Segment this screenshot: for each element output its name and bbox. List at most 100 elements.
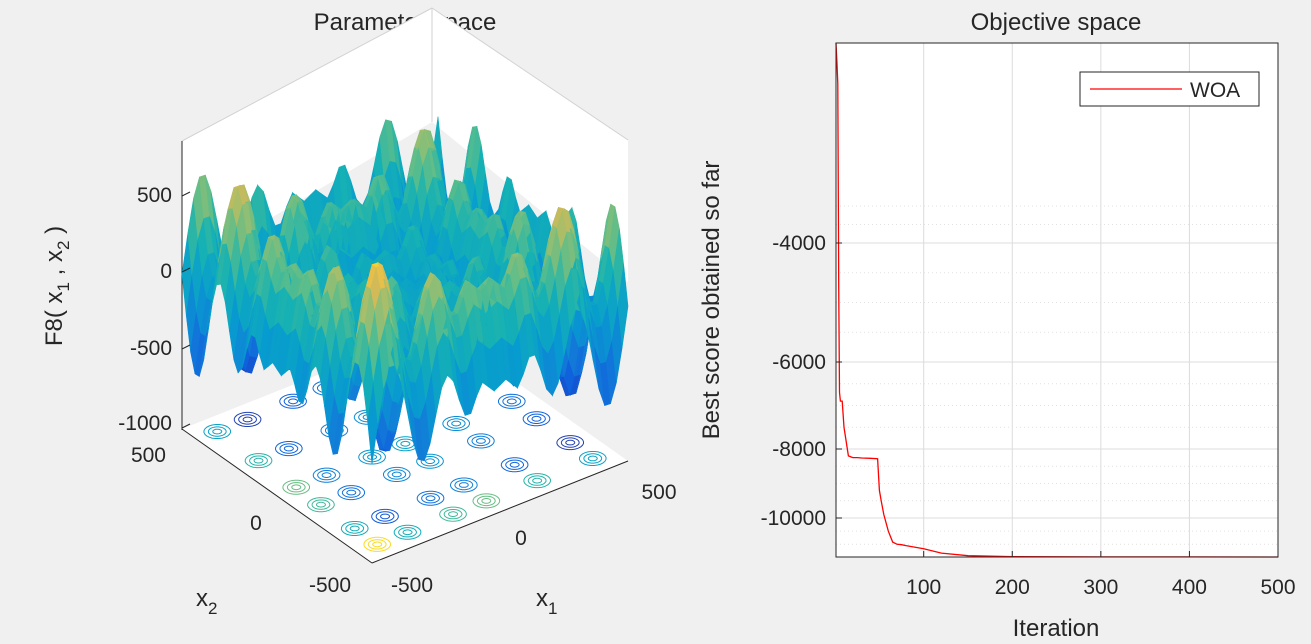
contour-line [476, 495, 496, 507]
contour-line [372, 541, 383, 548]
contour-line [363, 536, 391, 552]
contour-line [583, 453, 603, 464]
legend[interactable]: WOA [1079, 71, 1260, 107]
contour-line [279, 393, 307, 409]
contour-line [242, 416, 253, 423]
contour-line [509, 461, 520, 468]
contour-line [425, 495, 436, 502]
y-tick-label: -10000 [761, 507, 826, 530]
x1-axis-label: x1 [536, 585, 557, 618]
contour-line [472, 493, 501, 509]
contour-line [458, 482, 469, 488]
contour-line [286, 482, 306, 493]
x-tick-label: 100 [906, 576, 941, 599]
x-tick-label: 400 [1172, 576, 1207, 599]
contour-line [282, 479, 310, 495]
x2-label-base: x [196, 585, 208, 612]
contour-line [291, 484, 302, 491]
z-tick-label: 500 [137, 184, 172, 207]
contour-line [527, 413, 546, 424]
contour-line [346, 489, 357, 496]
z-label-sep: , x [41, 250, 68, 282]
contour-line [420, 456, 440, 467]
contour-line [340, 521, 369, 536]
back-pane-edge-right [431, 7, 629, 141]
objective-space-chart: Objective space 100 200 300 400 500 -4000 -60… [698, 9, 1296, 642]
y-axis-line [181, 428, 373, 564]
x2-tick-label: 500 [131, 444, 166, 467]
contour-line [416, 490, 445, 506]
contour-line [307, 497, 335, 513]
x2-axis-label: x2 [196, 585, 217, 618]
contour-line [244, 453, 273, 469]
contour-line [402, 529, 413, 536]
contour-line [311, 499, 331, 510]
surface-patch [617, 264, 629, 348]
contour-line [398, 527, 417, 538]
plot-area [836, 43, 1278, 557]
x-axis-line [371, 460, 629, 564]
contour-line [391, 471, 402, 478]
z-label-base: F8( x [41, 291, 68, 346]
x-axis-label: Iteration [1013, 615, 1100, 642]
x1-tick-label: -500 [391, 574, 433, 597]
contour-line [367, 539, 387, 550]
contour-line [253, 457, 264, 464]
z-tick-group: 500 0 -500 -1000 [118, 184, 191, 435]
contour-line [349, 525, 360, 532]
contour-line [502, 396, 522, 407]
contour-line [274, 441, 303, 457]
y-tick-label: -4000 [772, 232, 826, 255]
contour-line [451, 420, 462, 427]
back-pane-edge-left [181, 7, 433, 142]
contour-line [212, 428, 223, 435]
contour-line [448, 511, 458, 517]
y-axis-label: Best score obtained so far [698, 161, 725, 440]
contour-line [416, 453, 444, 469]
z-label-sub2: 2 [54, 241, 73, 250]
contour-line [560, 437, 580, 448]
contour-line [522, 411, 551, 427]
z-label-end: ) [41, 226, 68, 241]
z-label-sub1: 1 [54, 282, 73, 291]
contour-line [321, 472, 332, 478]
contour-line [233, 411, 262, 427]
x-ticks: 100 200 300 400 500 [906, 551, 1296, 599]
contour-line [371, 508, 399, 524]
contour-line [345, 523, 365, 534]
contour-line [523, 473, 552, 489]
z-tick-label: -1000 [118, 412, 172, 435]
contour-line [283, 445, 294, 452]
contour-line [400, 440, 411, 447]
z-tick-mark [181, 344, 191, 350]
z-tick-mark [181, 191, 191, 197]
plot-area-border [835, 42, 1279, 558]
legend-label: WOA [1190, 79, 1240, 102]
contour-line [527, 475, 547, 486]
z-tick-mark [181, 423, 191, 429]
x-tick-label: 300 [1083, 576, 1118, 599]
woa-series-line [835, 42, 1279, 558]
contour-line [387, 469, 407, 480]
contour-line [279, 443, 299, 454]
contour-line [439, 506, 467, 522]
contour-line [476, 438, 486, 444]
contour-line [500, 457, 529, 473]
x1-tick-group: -500 0 500 [391, 481, 677, 597]
contour-line [579, 451, 607, 466]
y-ticks: -4000 -6000 -8000 -10000 [761, 232, 842, 530]
contour-line [421, 493, 440, 504]
contour-line [565, 439, 576, 446]
contour-line [443, 509, 463, 520]
contour-line [505, 459, 524, 470]
z-axis-label: F8( x1 , x2 ) [41, 226, 73, 346]
line-chart-title: Objective space [971, 9, 1142, 36]
x1-tick-label: 0 [515, 527, 527, 550]
contour-line [425, 458, 435, 464]
contour-line [446, 418, 466, 429]
z-tick-label: 0 [160, 260, 172, 283]
z-tick-label: -500 [130, 337, 172, 360]
x1-label-base: x [536, 585, 548, 612]
contour-line [380, 513, 390, 520]
